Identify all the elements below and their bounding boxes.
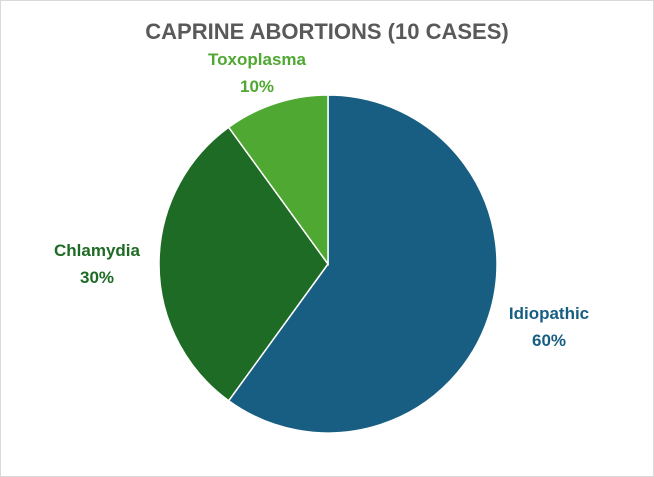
chart-title: CAPRINE ABORTIONS (10 CASES)	[145, 19, 509, 44]
label-idiopathic-name: Idiopathic	[508, 304, 590, 323]
pie-slice-toxoplasma	[227, 94, 329, 267]
pie-slice-idiopathic	[227, 94, 498, 434]
label-toxoplasma: Toxoplasma 10%	[187, 46, 327, 100]
pie-slice-chlamydia	[158, 126, 329, 402]
label-idiopathic-percent: 60%	[531, 331, 567, 350]
label-toxoplasma-name: Toxoplasma	[208, 50, 306, 69]
label-chlamydia-percent: 30%	[79, 268, 115, 287]
label-chlamydia: Chlamydia 30%	[27, 237, 167, 291]
label-chlamydia-name: Chlamydia	[54, 241, 140, 260]
label-idiopathic: Idiopathic 60%	[479, 300, 619, 354]
label-toxoplasma-percent: 10%	[239, 77, 275, 96]
